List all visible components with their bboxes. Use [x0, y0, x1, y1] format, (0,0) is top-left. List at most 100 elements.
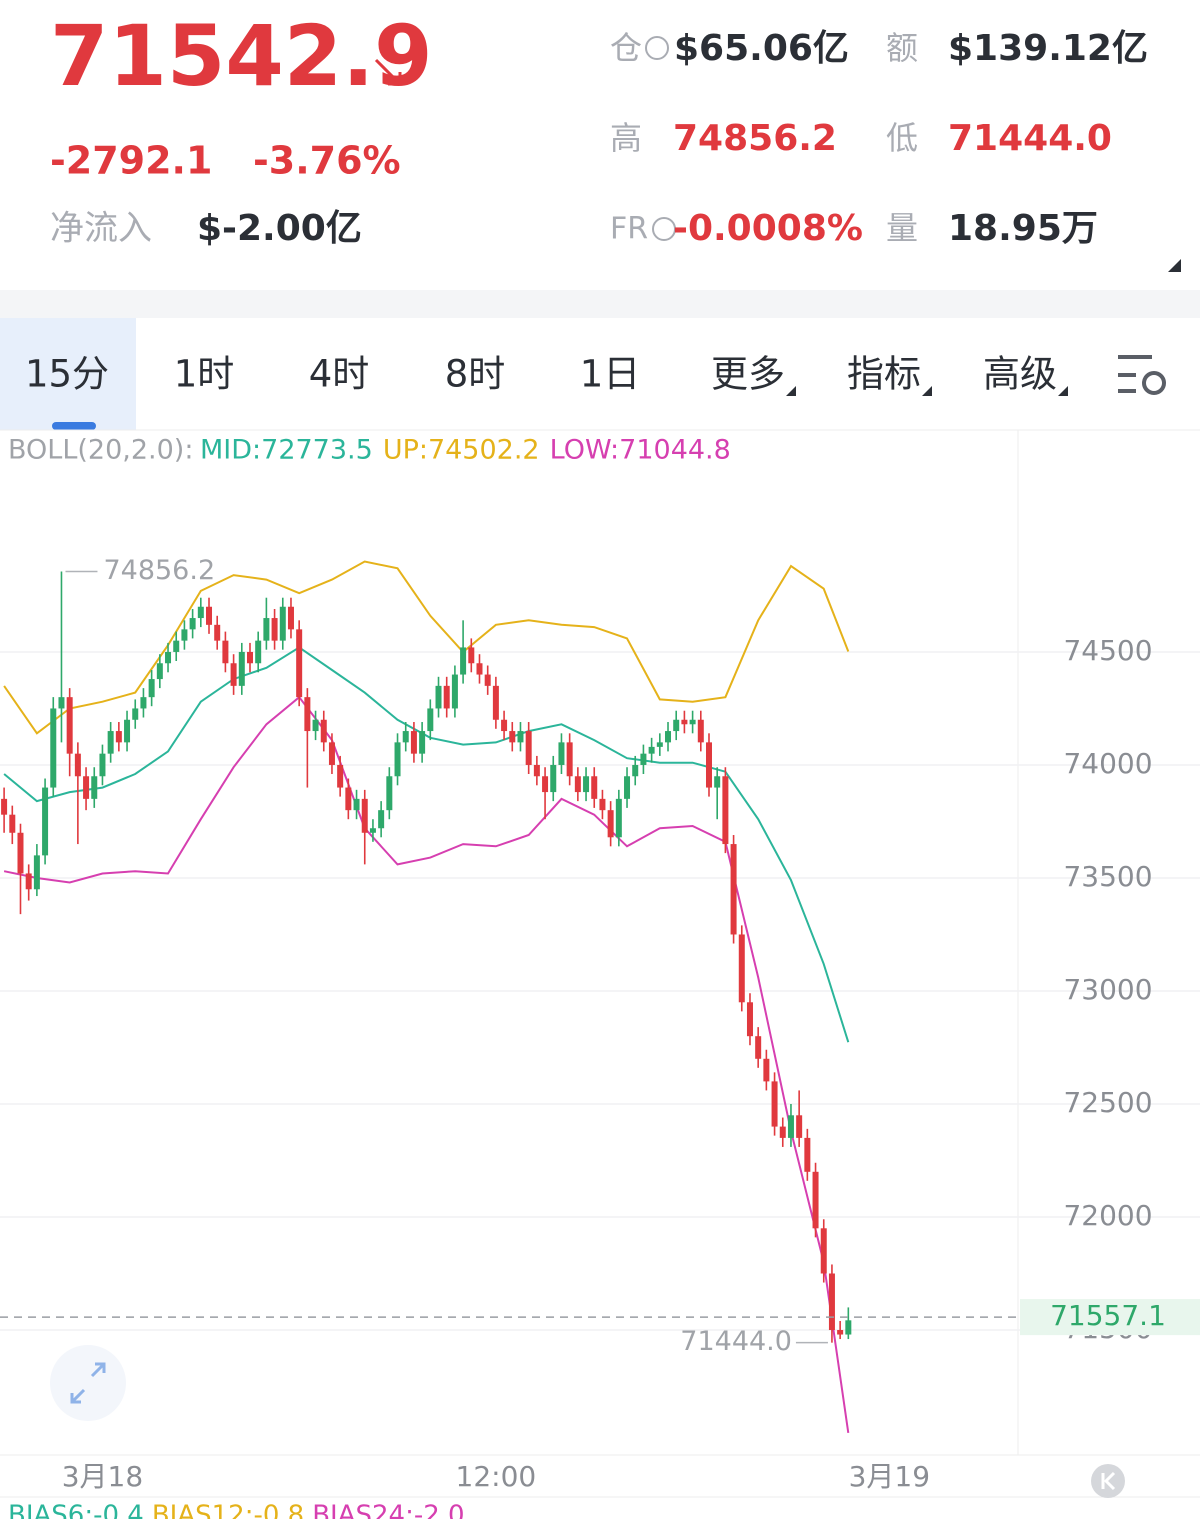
indicator-legend: UP:74502.2 [383, 435, 540, 466]
candle-body [763, 1058, 770, 1082]
candle-body [435, 685, 442, 709]
candle-body [746, 1002, 753, 1037]
y-tick-label: 73500 [1063, 860, 1152, 893]
candle-body [402, 731, 409, 743]
candle-body [337, 764, 344, 788]
dropdown-marker [786, 386, 796, 396]
tab[interactable]: 更多 [711, 353, 785, 396]
candle-body [320, 719, 327, 743]
chart: MID:72773.5UP:74502.2LOW:71044.871500720… [0, 435, 1200, 1493]
tab[interactable]: 1日 [580, 353, 641, 396]
price-change-pct: -3.76% [253, 139, 401, 183]
candle-body [58, 697, 65, 709]
candle-body [165, 651, 172, 664]
candle-body [599, 798, 606, 811]
candle-body [443, 685, 450, 709]
expand-triangle[interactable] [1168, 259, 1181, 272]
candle-body [304, 697, 311, 732]
candle-body [550, 764, 557, 793]
x-tick-label: 12:00 [456, 1460, 537, 1493]
down-arrow [374, 58, 402, 86]
candle-body [632, 764, 639, 777]
bias-label: BIAS12:-0.8 [152, 1501, 304, 1519]
boll-line [3, 695, 850, 1434]
candle-body [837, 1330, 844, 1335]
candle-body [140, 697, 147, 709]
candle-body [386, 776, 393, 811]
tab[interactable]: 1时 [174, 353, 235, 396]
low-value: 71444.0 [948, 118, 1112, 159]
volume-label: 量 [886, 209, 918, 247]
tab[interactable]: 15分 [25, 353, 109, 396]
candle-body [583, 776, 590, 793]
volume-value: 18.95万 [948, 208, 1098, 249]
candle-body [181, 629, 188, 641]
candle-body [509, 731, 516, 743]
tab[interactable]: 8时 [445, 353, 506, 396]
candle-body [246, 651, 253, 664]
candle-body [83, 776, 90, 799]
candle-body [312, 719, 319, 732]
separator [0, 290, 1200, 318]
candle-body [74, 753, 81, 777]
candle-body [132, 708, 139, 720]
fullscreen-button[interactable] [50, 1345, 126, 1421]
candle-body [492, 685, 499, 720]
candle-body [353, 798, 360, 811]
net-inflow-label: 净流入 [50, 209, 152, 249]
candle-body [99, 753, 106, 777]
net-inflow: $-2.00亿 [197, 208, 362, 249]
indicator-legend: LOW:71044.8 [550, 435, 731, 466]
candle-body [214, 624, 221, 641]
info-icon[interactable] [645, 36, 669, 60]
tab[interactable]: 高级 [983, 353, 1057, 396]
candle-body [50, 708, 57, 788]
candle-body [820, 1228, 827, 1274]
price-change: -2792.1 [50, 139, 212, 183]
settings-icon[interactable] [1118, 355, 1166, 395]
candle-body [427, 708, 434, 732]
candle-body [542, 776, 549, 793]
candle-body [124, 719, 131, 743]
candle-body [476, 663, 483, 675]
min-label: 71444.0 [680, 1326, 792, 1357]
x-tick-label: 3月19 [849, 1460, 930, 1493]
candle-body [845, 1320, 852, 1335]
candle-body [25, 873, 32, 890]
candle-body [361, 798, 368, 833]
amount-label: 额 [886, 29, 918, 67]
amount-value: $139.12亿 [948, 28, 1148, 69]
candle-body [1, 798, 8, 815]
candle-body [66, 697, 73, 754]
candle-body [517, 731, 524, 743]
active-tab-bg[interactable] [0, 318, 136, 430]
fr-value: -0.0008% [673, 208, 863, 249]
tabs: 15分 1时 4时 8时 1日 更多 指标 高级 [25, 353, 1068, 396]
candle-body [591, 776, 598, 799]
candle-body [296, 629, 303, 698]
tab[interactable]: 4时 [309, 353, 370, 396]
tab[interactable]: 指标 [847, 353, 921, 396]
candle-body [279, 606, 286, 641]
candle-body [410, 731, 417, 754]
max-label: 74856.2 [103, 555, 215, 586]
candle-body [771, 1081, 778, 1127]
candle-body [173, 640, 180, 652]
candle-body [197, 606, 204, 619]
candle-body [804, 1137, 811, 1172]
fullscreen-icon [70, 1362, 106, 1404]
current-price-label: 71557.1 [1050, 1299, 1166, 1332]
dropdown-marker [922, 386, 932, 396]
bias-label: BIAS6:-0.4 [8, 1501, 144, 1519]
indicator-legend: MID:72773.5 [200, 435, 373, 466]
candle-body [705, 742, 712, 788]
candle-body [222, 640, 229, 664]
candle-body [271, 618, 278, 641]
candle-body [656, 742, 663, 747]
candle-body [419, 731, 426, 754]
info-icon[interactable] [652, 217, 676, 241]
candle-body [33, 855, 40, 890]
candle-body [787, 1115, 794, 1138]
x-tick-label: 3月18 [62, 1460, 143, 1493]
